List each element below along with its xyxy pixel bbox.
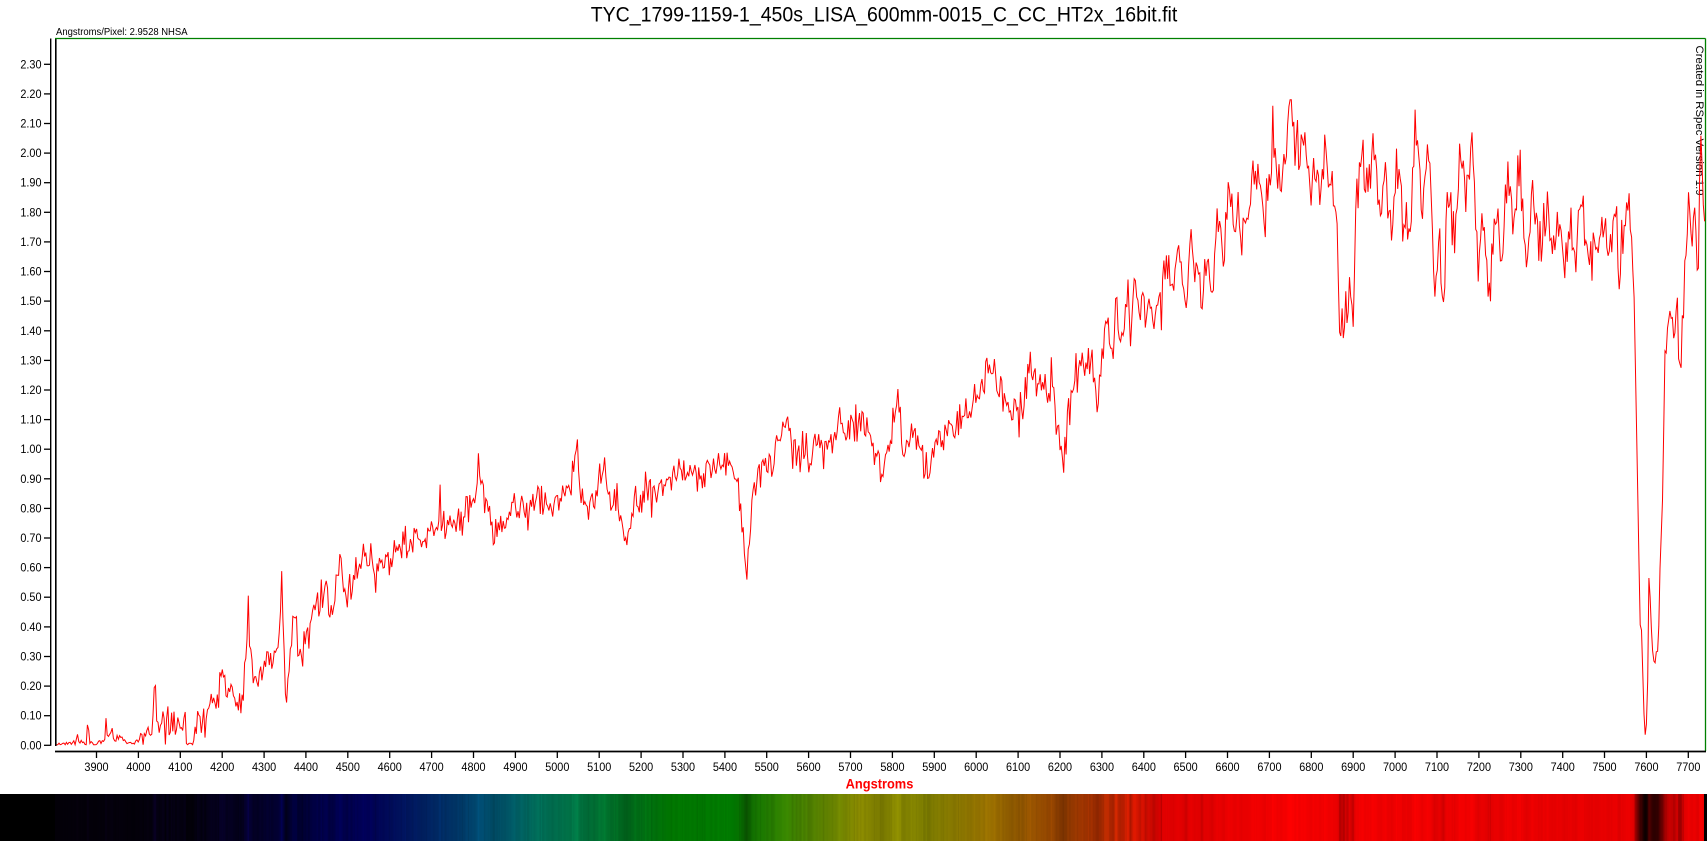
svg-text:1.80: 1.80: [20, 207, 41, 219]
svg-text:Created in RSpec Version 1.9: Created in RSpec Version 1.9: [1693, 46, 1705, 196]
svg-text:6200: 6200: [1048, 762, 1072, 774]
svg-text:7400: 7400: [1551, 762, 1575, 774]
svg-text:6900: 6900: [1341, 762, 1365, 774]
svg-text:Angstroms: Angstroms: [846, 776, 914, 792]
svg-text:0.20: 0.20: [20, 681, 41, 693]
svg-text:0.50: 0.50: [20, 592, 41, 604]
svg-text:1.60: 1.60: [20, 266, 41, 278]
svg-text:0.80: 0.80: [20, 503, 41, 515]
svg-text:1.70: 1.70: [20, 237, 41, 249]
svg-text:1.20: 1.20: [20, 385, 41, 397]
svg-text:2.00: 2.00: [20, 148, 41, 160]
svg-text:0.00: 0.00: [20, 740, 41, 752]
svg-text:6800: 6800: [1299, 762, 1323, 774]
svg-text:TYC_1799-1159-1_450s_LISA_600m: TYC_1799-1159-1_450s_LISA_600mm-0015_C_C…: [591, 4, 1178, 27]
svg-text:4100: 4100: [168, 762, 192, 774]
svg-text:7500: 7500: [1592, 762, 1616, 774]
svg-text:7700: 7700: [1676, 762, 1700, 774]
svg-text:4600: 4600: [378, 762, 402, 774]
svg-text:0.70: 0.70: [20, 533, 41, 545]
svg-text:0.10: 0.10: [20, 710, 41, 722]
svg-text:Angstroms/Pixel: 2.9528 NHSA: Angstroms/Pixel: 2.9528 NHSA: [56, 27, 188, 38]
svg-text:5100: 5100: [587, 762, 611, 774]
svg-text:5500: 5500: [755, 762, 779, 774]
svg-text:7000: 7000: [1383, 762, 1407, 774]
svg-text:5600: 5600: [797, 762, 821, 774]
svg-text:2.20: 2.20: [20, 89, 41, 101]
svg-text:7600: 7600: [1634, 762, 1658, 774]
svg-text:4200: 4200: [210, 762, 234, 774]
svg-text:1.30: 1.30: [20, 355, 41, 367]
svg-text:4700: 4700: [420, 762, 444, 774]
svg-text:6000: 6000: [964, 762, 988, 774]
svg-text:4500: 4500: [336, 762, 360, 774]
svg-text:1.10: 1.10: [20, 414, 41, 426]
svg-text:1.00: 1.00: [20, 444, 41, 456]
svg-text:7200: 7200: [1467, 762, 1491, 774]
svg-text:5900: 5900: [922, 762, 946, 774]
svg-text:0.40: 0.40: [20, 622, 41, 634]
svg-text:7300: 7300: [1509, 762, 1533, 774]
svg-text:7100: 7100: [1425, 762, 1449, 774]
svg-text:3900: 3900: [84, 762, 108, 774]
svg-text:1.90: 1.90: [20, 177, 41, 189]
svg-text:6700: 6700: [1257, 762, 1281, 774]
svg-text:0.90: 0.90: [20, 473, 41, 485]
svg-text:5800: 5800: [880, 762, 904, 774]
svg-text:0.30: 0.30: [20, 651, 41, 663]
svg-text:5000: 5000: [545, 762, 569, 774]
svg-text:2.30: 2.30: [20, 59, 41, 71]
svg-text:4900: 4900: [503, 762, 527, 774]
svg-text:6400: 6400: [1132, 762, 1156, 774]
svg-text:6500: 6500: [1174, 762, 1198, 774]
svg-text:2.10: 2.10: [20, 118, 41, 130]
svg-text:0.60: 0.60: [20, 562, 41, 574]
svg-text:1.40: 1.40: [20, 325, 41, 337]
svg-text:1.50: 1.50: [20, 296, 41, 308]
svg-text:4300: 4300: [252, 762, 276, 774]
svg-text:5200: 5200: [629, 762, 653, 774]
svg-text:5700: 5700: [838, 762, 862, 774]
svg-text:4000: 4000: [126, 762, 150, 774]
svg-text:6300: 6300: [1090, 762, 1114, 774]
svg-text:4800: 4800: [461, 762, 485, 774]
svg-text:6100: 6100: [1006, 762, 1030, 774]
svg-text:5400: 5400: [713, 762, 737, 774]
svg-text:6600: 6600: [1215, 762, 1239, 774]
svg-text:4400: 4400: [294, 762, 318, 774]
svg-text:5300: 5300: [671, 762, 695, 774]
